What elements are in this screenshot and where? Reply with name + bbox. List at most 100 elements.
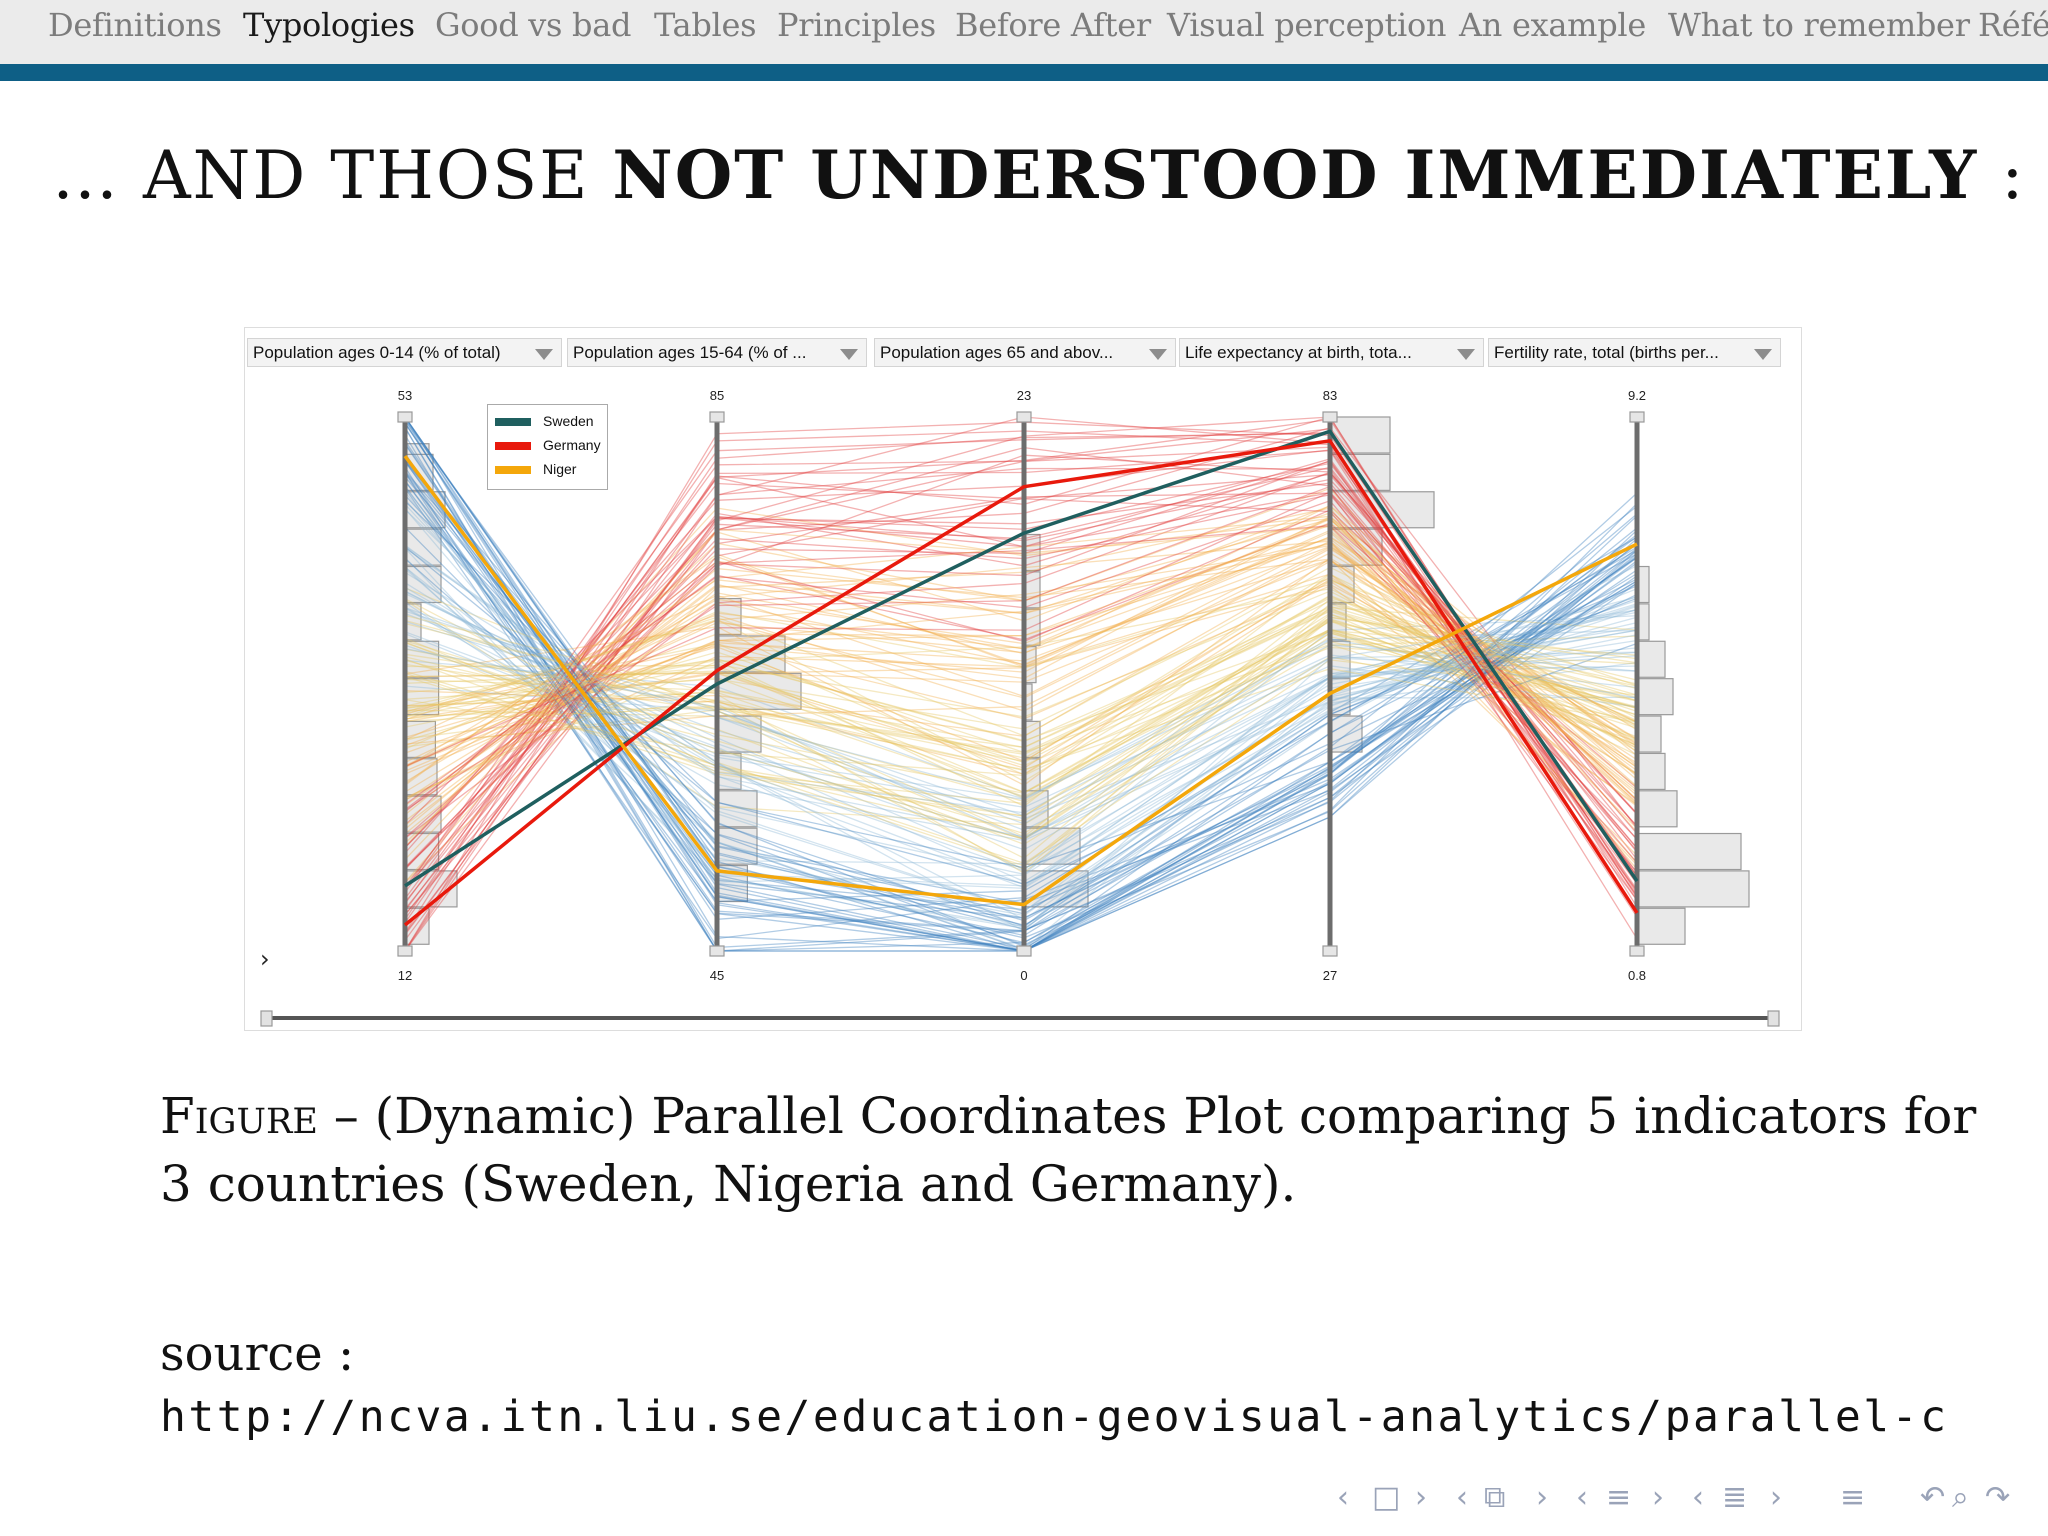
nav-item-before-after[interactable]: Before After <box>955 6 1151 44</box>
series-line-sweden <box>404 429 1639 888</box>
frame-icon[interactable]: □ <box>1372 1480 1401 1515</box>
axis-header-life-expectancy[interactable]: Life expectancy at birth, tota... <box>1179 338 1484 367</box>
axis-min-label: 27 <box>1322 968 1338 983</box>
axis-filter-handle-bottom[interactable] <box>1322 945 1338 957</box>
axis-max-label: 83 <box>1322 388 1338 403</box>
chevron-down-icon[interactable] <box>840 349 858 360</box>
axis-min-label: 45 <box>709 968 725 983</box>
source-label: source : <box>160 1326 355 1382</box>
legend-swatch <box>495 418 531 427</box>
series-line-niger <box>403 455 1638 907</box>
axis-filter-handle-top[interactable] <box>397 411 413 423</box>
axis-filter-handle-top[interactable] <box>1322 411 1338 423</box>
parallel-coordinates-plot <box>260 411 1780 1027</box>
histogram-bar <box>1329 715 1363 753</box>
nav-item-good-vs-bad[interactable]: Good vs bad <box>435 6 632 44</box>
outline-icon[interactable]: ≡ <box>1840 1480 1866 1515</box>
slide-title-emphasis: NOT UNDERSTOOD IMMEDIATELY <box>612 136 1979 214</box>
histogram-bar <box>404 565 442 604</box>
histogram-bar <box>1636 678 1674 716</box>
subsection-back-icon[interactable]: ‹ <box>1456 1480 1468 1515</box>
slider-handle-right[interactable] <box>1767 1010 1780 1027</box>
axis-header-ages-15-64[interactable]: Population ages 15-64 (% of ... <box>567 338 867 367</box>
legend-swatch <box>495 442 531 451</box>
nav-divider <box>0 64 2048 81</box>
axis-header-ages-0-14[interactable]: Population ages 0-14 (% of total) <box>247 338 562 367</box>
histogram-bar <box>1636 790 1678 828</box>
axis-filter-handle-top[interactable] <box>1016 411 1032 423</box>
chevron-down-icon[interactable] <box>1457 349 1475 360</box>
section-forward-icon[interactable]: › <box>1652 1480 1664 1515</box>
histogram-bar <box>1023 827 1081 865</box>
axis-min-label: 12 <box>397 968 413 983</box>
series-line-germany <box>403 439 1639 927</box>
toc-icon[interactable]: ≣ <box>1722 1480 1748 1515</box>
histogram-bar <box>716 597 742 636</box>
slider-handle-left[interactable] <box>260 1010 273 1027</box>
histogram-bar <box>1636 715 1662 753</box>
nav-item-typologies[interactable]: Typologies <box>243 6 415 44</box>
nav-item-definitions[interactable]: Definitions <box>48 6 222 44</box>
chart-legend: Sweden Germany Niger <box>487 404 608 490</box>
slide-title: … AND THOSE NOT UNDERSTOOD IMMEDIATELY : <box>52 136 2025 214</box>
legend-item-sweden[interactable]: Sweden <box>495 411 594 431</box>
figure-caption: Figure – (Dynamic) Parallel Coordinates … <box>160 1082 2000 1218</box>
axis-filter-handle-bottom[interactable] <box>709 945 725 957</box>
legend-swatch <box>495 466 531 475</box>
slide-back-icon[interactable]: ‹ <box>1337 1480 1349 1515</box>
nav-item-tables[interactable]: Tables <box>654 6 757 44</box>
undo-icon[interactable]: ↶ <box>1920 1480 1946 1515</box>
parallel-coordinates-figure: Population ages 0-14 (% of total) Popula… <box>244 327 1802 1031</box>
slide-title-suffix: : <box>1978 137 2026 214</box>
histogram-bar <box>1636 752 1666 791</box>
histogram-bar <box>1636 907 1686 945</box>
figure-caption-text: – (Dynamic) Parallel Coordinates Plot co… <box>160 1087 1977 1213</box>
country-line <box>404 426 1638 849</box>
axis-max-label: 9.2 <box>1627 388 1647 403</box>
redo-icon[interactable]: ↷ <box>1985 1480 2011 1515</box>
nav-item-visual-perception[interactable]: Visual perception <box>1167 6 1447 44</box>
axis-filter-handle-bottom[interactable] <box>397 945 413 957</box>
histogram-bar <box>404 678 440 716</box>
chevron-right-icon[interactable]: › <box>260 945 270 973</box>
histogram-bar <box>1636 832 1742 871</box>
slide-forward-icon[interactable]: › <box>1415 1480 1427 1515</box>
axis-max-label: 53 <box>397 388 413 403</box>
histogram-bar <box>1023 870 1089 908</box>
nav-item-what-to-remember[interactable]: What to remember <box>1668 6 1970 44</box>
toc-forward-icon[interactable]: › <box>1770 1480 1782 1515</box>
axis-min-label: 0.8 <box>1627 968 1647 983</box>
legend-item-niger[interactable]: Niger <box>495 459 576 479</box>
legend-item-germany[interactable]: Germany <box>495 435 601 455</box>
nav-item-references[interactable]: Réfé <box>1978 6 2048 44</box>
histogram-bar <box>1636 640 1666 678</box>
section-back-icon[interactable]: ‹ <box>1576 1480 1588 1515</box>
axis-header-fertility-rate[interactable]: Fertility rate, total (births per... <box>1488 338 1781 367</box>
histogram-bar <box>1329 528 1383 566</box>
axis-filter-handle-bottom[interactable] <box>1016 945 1032 957</box>
histogram-bar <box>716 715 762 753</box>
histogram-bar <box>404 528 442 566</box>
histogram-bar <box>1023 790 1049 828</box>
nav-item-principles[interactable]: Principles <box>777 6 936 44</box>
chevron-down-icon[interactable] <box>1754 349 1772 360</box>
figure-caption-label: Figure <box>160 1087 318 1145</box>
axis-header-ages-65-above[interactable]: Population ages 65 and abov... <box>874 338 1176 367</box>
chevron-down-icon[interactable] <box>535 349 553 360</box>
axis-filter-handle-top[interactable] <box>1629 411 1645 423</box>
histogram-bar <box>404 640 440 678</box>
histogram-bar <box>716 752 742 791</box>
subsection-icon[interactable]: ⧉ <box>1484 1480 1506 1515</box>
subsection-forward-icon[interactable]: › <box>1536 1480 1548 1515</box>
histogram-bar <box>716 827 758 865</box>
axis-filter-handle-top[interactable] <box>709 411 725 423</box>
axis-filter-handle-bottom[interactable] <box>1629 945 1645 957</box>
chevron-down-icon[interactable] <box>1149 349 1167 360</box>
toc-back-icon[interactable]: ‹ <box>1692 1480 1704 1515</box>
search-icon[interactable]: ⌕ <box>1952 1480 1969 1515</box>
section-icon[interactable]: ≡ <box>1606 1480 1632 1515</box>
axis-max-label: 85 <box>709 388 725 403</box>
slide-title-prefix: … AND THOSE <box>52 137 613 214</box>
source-url[interactable]: http://ncva.itn.liu.se/education-geovisu… <box>160 1392 1949 1442</box>
nav-item-an-example[interactable]: An example <box>1459 6 1646 44</box>
